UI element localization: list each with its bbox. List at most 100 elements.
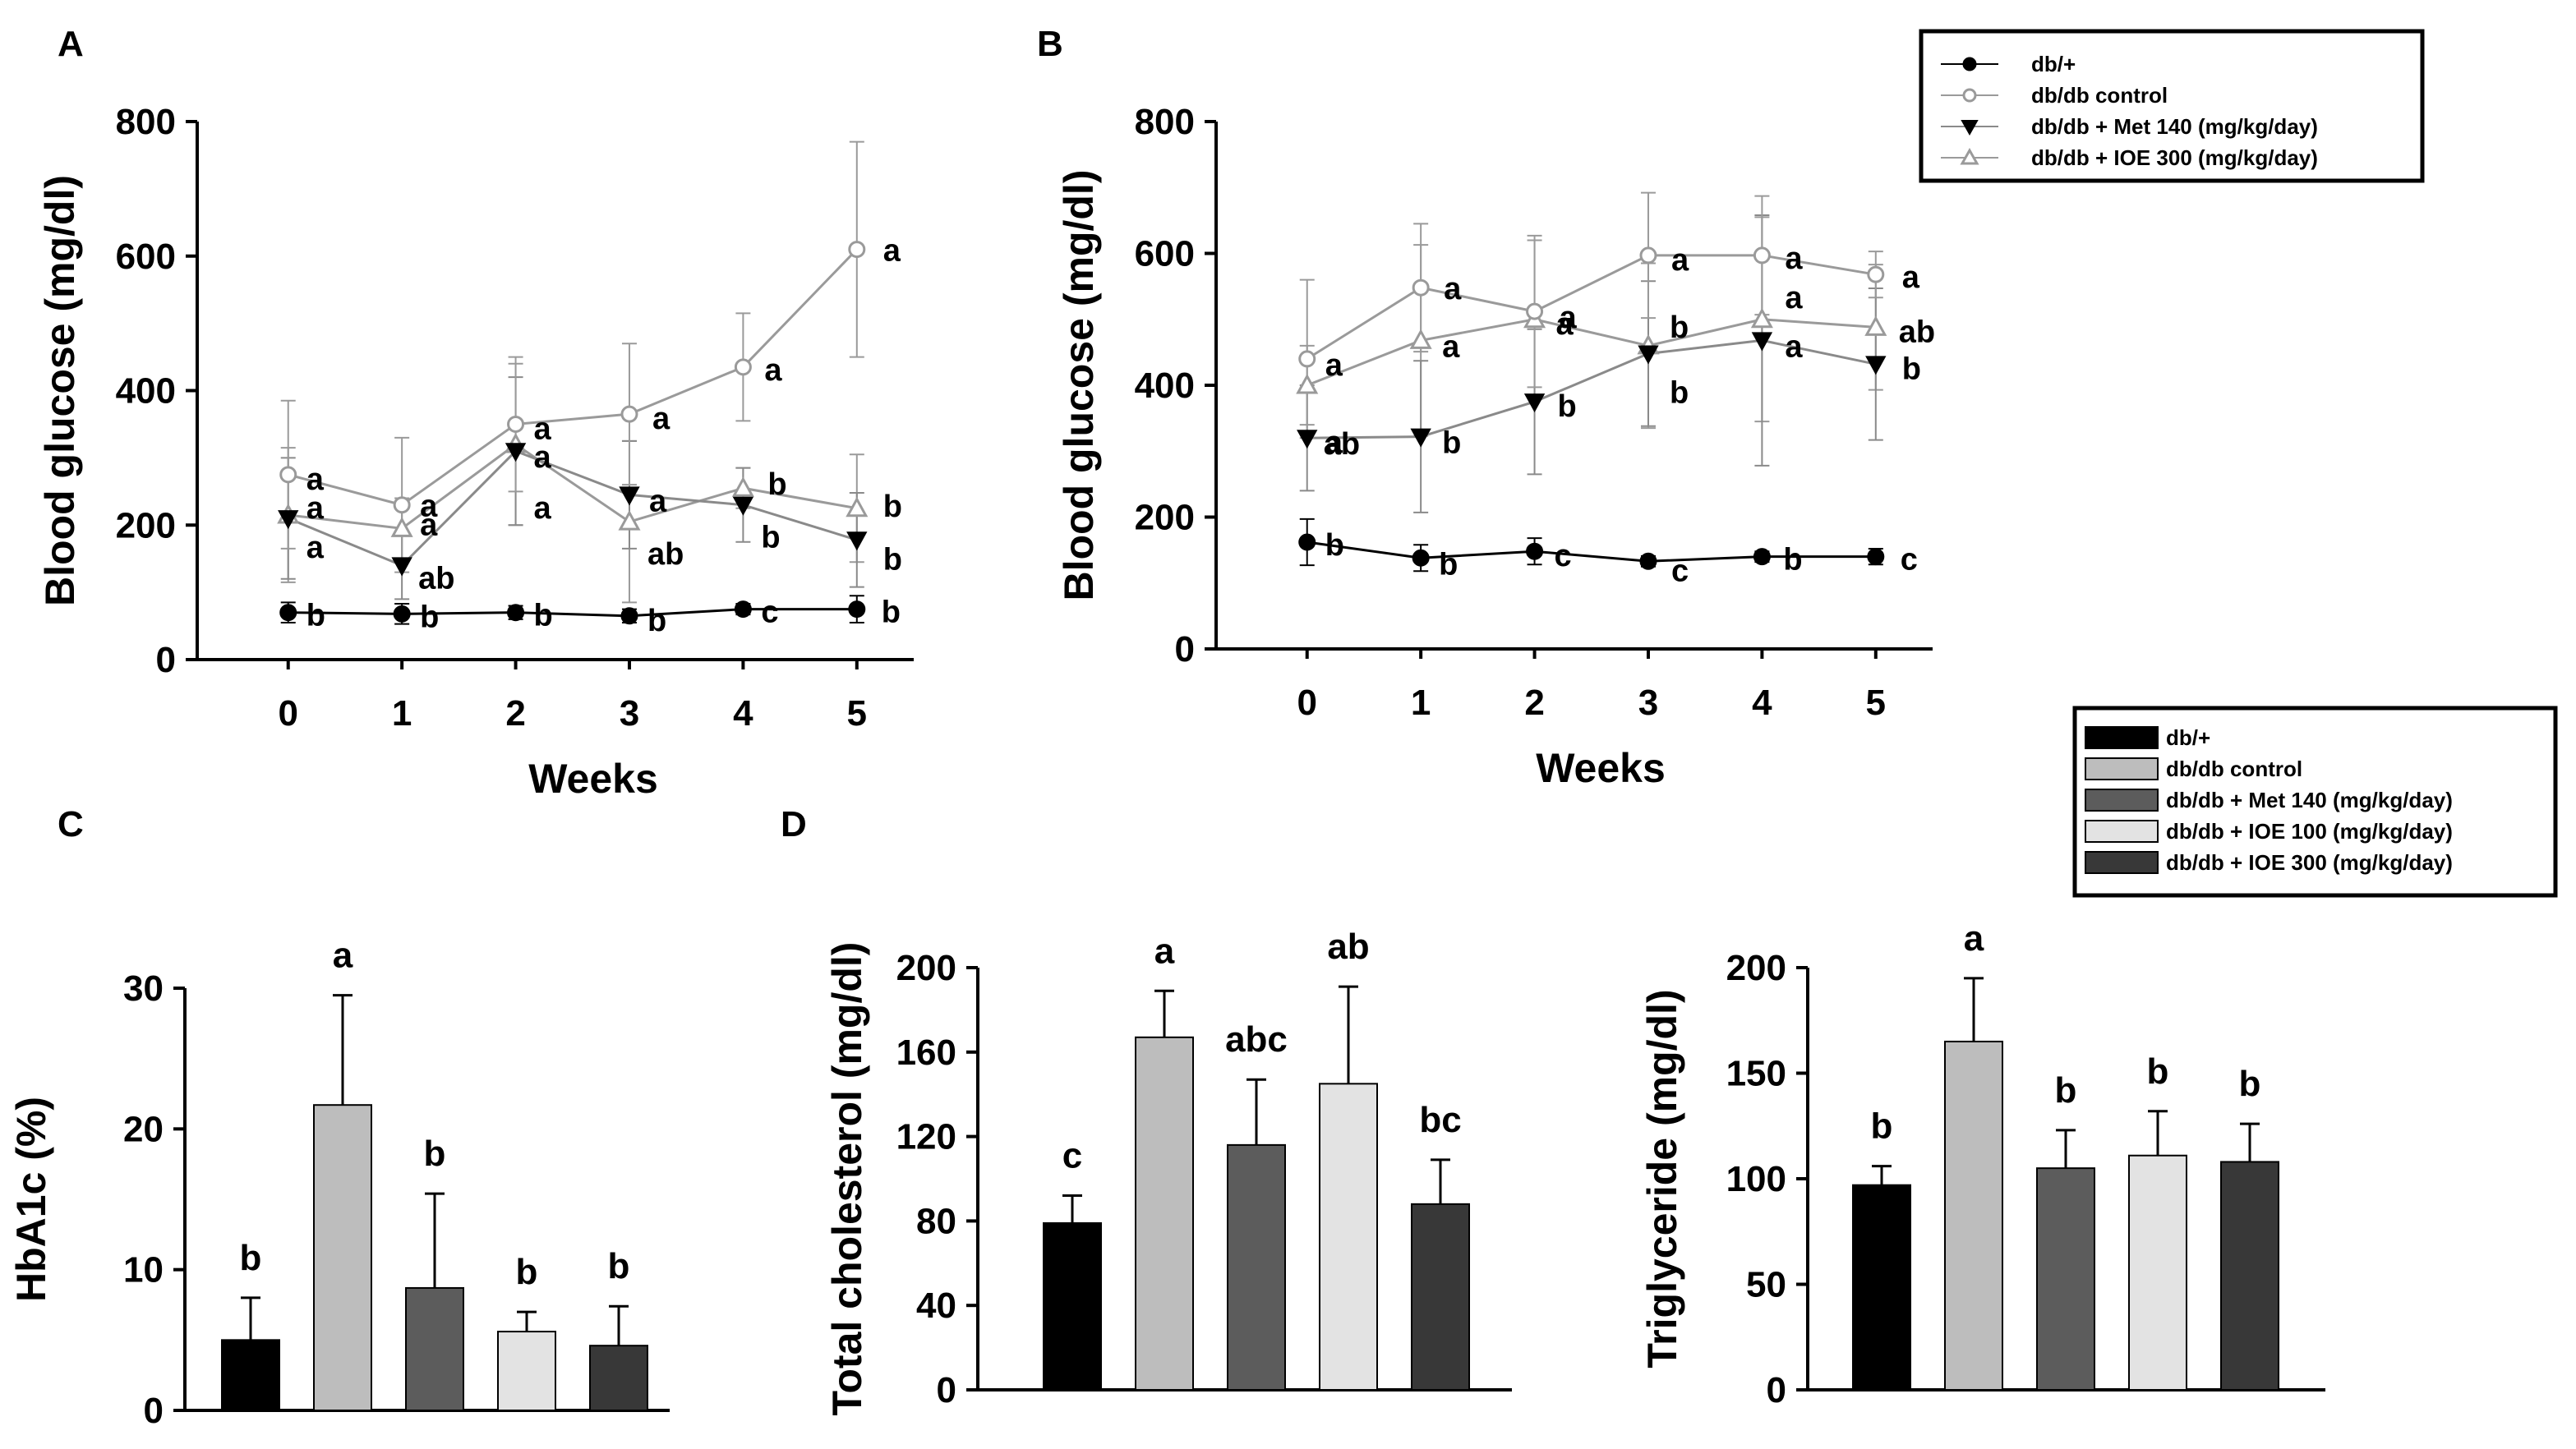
data-point [507,604,525,622]
data-point [620,405,638,423]
significance-label: a [1442,329,1460,364]
significance-label: a [306,462,325,497]
bar [221,1339,280,1412]
bar [2036,1167,2095,1392]
significance-label: a [1444,272,1462,306]
series-line [1306,254,1877,361]
data-point [1867,548,1885,566]
data-point [731,476,754,497]
series-line [288,248,858,507]
y-tick-label: 120 [896,1117,956,1157]
legend-bar-label: db/+ [2166,725,2210,750]
legend-bar-label: db/db + IOE 300 (mg/kg/day) [2166,850,2453,875]
significance-label: c [1555,539,1572,573]
legend-marker [1962,57,1977,71]
x-tick-label: 0 [1297,683,1316,723]
data-point [393,496,411,514]
series-line [288,608,857,618]
significance-label: a [1785,329,1803,364]
significance-label: b [516,1252,538,1292]
y-tick-label: 0 [156,640,176,680]
x-axis-title: Weeks [1536,745,1666,791]
data-point [279,466,297,484]
significance-label: a [1902,260,1920,295]
bar [313,1104,372,1411]
legend-line-label: db/db control [2031,83,2168,108]
significance-label: c [761,596,778,630]
significance-label: b [1325,528,1344,563]
bar [1944,1040,2003,1391]
significance-label: a [1671,243,1689,278]
y-tick-label: 200 [116,505,176,545]
data-point [848,600,866,619]
data-point [846,531,868,551]
data-point [1296,373,1319,394]
legend-line-label: db/db + Met 140 (mg/kg/day) [2031,114,2318,139]
significance-label: a [1556,307,1574,342]
legend-bar-label: db/db control [2166,757,2302,781]
data-point [846,496,869,518]
significance-label: b [2147,1051,2169,1092]
significance-label: b [882,596,901,630]
legend-bar-label: db/db + Met 140 (mg/kg/day) [2166,788,2453,812]
data-point [1639,246,1657,264]
significance-label: a [1154,931,1175,971]
significance-label: a [420,508,438,542]
x-tick-label: 4 [1752,683,1772,723]
chart-a-blood-glucose: 0 200 400 600 800 0 1 2 3 4 5 Weeks Blood glucose (m… [37,102,914,802]
significance-label: a [652,402,670,436]
y-tick-label: 100 [1726,1159,1786,1199]
legend-marker [1962,88,1977,103]
chart-b-blood-glucose: 0 200 400 600 800 0 1 2 3 4 5 Weeks Blood glucose (m… [1056,102,1935,791]
significance-label: a [306,491,325,526]
y-tick-label: 40 [916,1286,956,1326]
significance-label: ab [1327,927,1369,967]
significance-label: a [1560,301,1578,335]
data-point [1753,246,1771,264]
y-tick-label: 160 [896,1033,956,1073]
legend-bar-label: db/db + IOE 100 (mg/kg/day) [2166,819,2453,844]
chart-d-total-cholesterol: 0 40 80 120 160 200 c a abc ab bc Total cholesterol… [824,927,1512,1415]
y-tick-label: 800 [116,102,176,142]
significance-label: b [883,542,902,577]
legend-swatch [2085,789,2159,812]
significance-label: bc [1419,1100,1461,1140]
significance-label: abc [1225,1019,1288,1060]
data-point [734,600,752,619]
x-tick-label: 2 [1524,683,1544,723]
panel-label-d: D [781,804,807,844]
series-group [1299,191,1883,439]
bar [589,1345,648,1411]
legend-swatch [2085,820,2159,843]
panel-label-a: A [58,24,84,64]
significance-label: b [1558,389,1577,424]
significance-label: b [1902,352,1921,386]
data-point [391,557,412,577]
significance-label: b [534,599,553,633]
y-tick-label: 0 [1767,1370,1786,1410]
x-tick-label: 5 [847,693,867,734]
chart-d-triglyceride: 0 50 100 150 200 b a b b b Triglyceride (mg/dl) [1639,918,2325,1410]
significance-label: b [2055,1070,2077,1111]
significance-label: b [420,600,439,634]
significance-label: b [2239,1064,2261,1104]
y-axis-title: Triglyceride (mg/dl) [1639,989,1685,1368]
legend-bar-series: db/+ db/db control db/db + Met 140 (mg/kg/… [2072,706,2558,898]
data-point [1639,552,1657,570]
y-tick-label: 200 [1135,498,1195,538]
significance-label: b [1670,310,1689,345]
y-tick-label: 600 [116,237,176,277]
bar [497,1331,556,1412]
data-point [1298,350,1316,368]
legend-line-label: db/+ [2031,52,2076,76]
significance-label: ab [418,561,454,596]
data-point [620,607,638,625]
y-tick-label: 0 [937,1370,956,1410]
data-point [848,241,866,259]
y-axis-title: Total cholesterol (mg/dl) [824,942,870,1416]
significance-label: b [608,1246,630,1286]
significance-label: a [1325,426,1343,460]
data-point [390,517,413,537]
y-tick-label: 400 [116,371,176,412]
